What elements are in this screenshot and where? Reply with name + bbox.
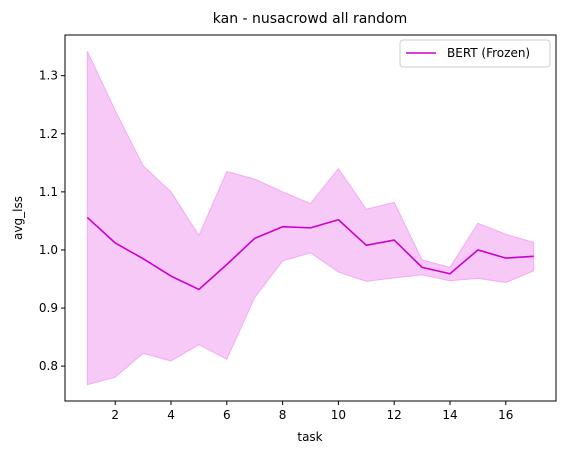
data-point bbox=[142, 258, 144, 260]
chart-title: kan - nusacrowd all random bbox=[213, 11, 408, 27]
x-tick-label: 2 bbox=[111, 408, 119, 422]
data-point bbox=[533, 255, 535, 257]
data-point bbox=[170, 275, 172, 277]
data-point bbox=[421, 266, 423, 268]
x-axis-title: task bbox=[297, 430, 322, 444]
data-point bbox=[282, 226, 284, 228]
y-tick-label: 0.8 bbox=[39, 359, 58, 373]
x-tick-label: 8 bbox=[279, 408, 287, 422]
x-tick-label: 16 bbox=[498, 408, 513, 422]
series-line-bert-frozen bbox=[86, 216, 534, 291]
data-point bbox=[114, 242, 116, 244]
data-point bbox=[477, 249, 479, 251]
x-tick-label: 14 bbox=[442, 408, 457, 422]
data-point bbox=[449, 273, 451, 275]
legend: BERT (Frozen) bbox=[399, 39, 551, 68]
y-tick-label: 0.9 bbox=[39, 301, 58, 315]
legend-box bbox=[399, 39, 551, 68]
data-point bbox=[86, 216, 88, 218]
data-point bbox=[393, 239, 395, 241]
x-tick-label: 12 bbox=[387, 408, 402, 422]
y-tick-label: 1.0 bbox=[39, 243, 58, 257]
x-tick-label: 10 bbox=[331, 408, 346, 422]
x-tick-label: 4 bbox=[167, 408, 175, 422]
y-tick-label: 1.3 bbox=[39, 69, 58, 83]
x-axis: 2 4 6 8 10 12 14 16 bbox=[111, 401, 513, 422]
data-point bbox=[337, 219, 339, 221]
data-point bbox=[254, 237, 256, 239]
data-point bbox=[310, 227, 312, 229]
y-tick-label: 1.1 bbox=[39, 185, 58, 199]
data-point bbox=[505, 257, 507, 259]
legend-label: BERT (Frozen) bbox=[447, 46, 530, 60]
x-tick-label: 6 bbox=[223, 408, 231, 422]
plot-frame bbox=[64, 34, 557, 402]
y-tick-label: 1.2 bbox=[39, 127, 58, 141]
plot-area bbox=[86, 51, 535, 386]
data-point bbox=[198, 288, 200, 290]
y-axis-title: avg_lss bbox=[11, 196, 25, 240]
data-point bbox=[365, 244, 367, 246]
y-axis: 0.8 0.9 1.0 1.1 1.2 1.3 bbox=[39, 69, 65, 373]
data-point bbox=[226, 263, 228, 265]
confidence-band bbox=[86, 51, 535, 386]
